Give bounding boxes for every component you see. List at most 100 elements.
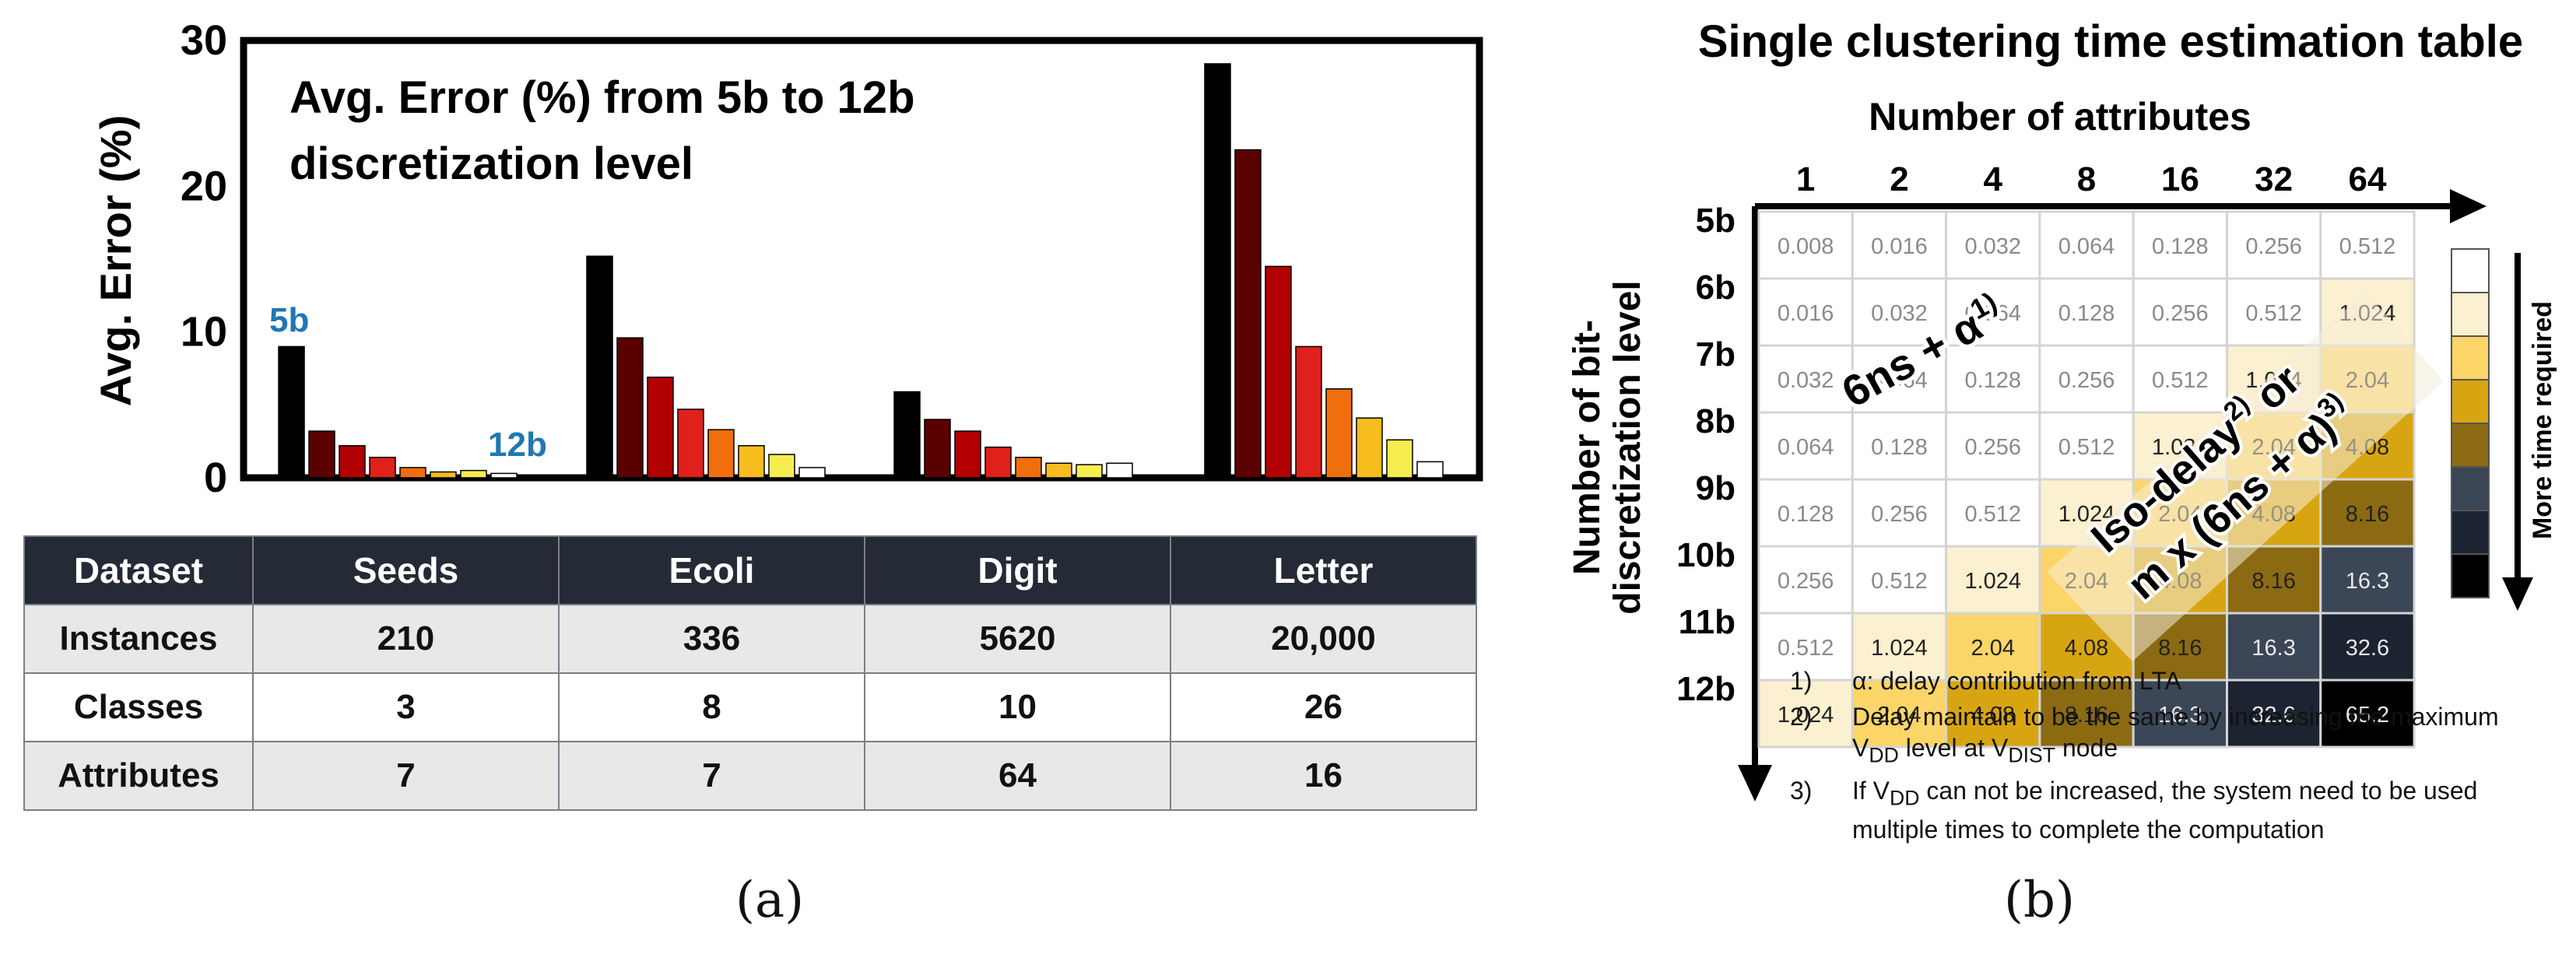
y-tick-label: 11b bbox=[1679, 603, 1735, 641]
heatmap-value: 8.16 bbox=[2158, 636, 2202, 661]
heatmap-value: 65.2 bbox=[2346, 703, 2389, 728]
table-cell: 210 bbox=[252, 604, 560, 674]
heatmap-value: 16.3 bbox=[2251, 636, 2295, 661]
legend-swatch bbox=[2451, 466, 2490, 511]
y-axis-label-line-1: Number of bit- bbox=[1567, 320, 1608, 575]
y-axis-ticks: 0 10 20 30 bbox=[181, 17, 227, 501]
heatmap-value: 0.032 bbox=[1871, 301, 1928, 326]
bar-digit-7b bbox=[954, 430, 981, 479]
heatmap-value: 0.512 bbox=[1778, 636, 1834, 661]
heatmap-value: 0.064 bbox=[2058, 234, 2115, 259]
bar-digit-6b bbox=[924, 419, 951, 479]
heatmap-cell bbox=[2226, 679, 2322, 749]
heatmap-value: 0.512 bbox=[1964, 502, 2021, 527]
heatmap-cell bbox=[1945, 612, 2041, 682]
bar-seeds-12b bbox=[490, 472, 518, 479]
footnote-1: 1) α: delay contribution from LTA bbox=[1790, 665, 2529, 696]
heatmap-cell bbox=[1757, 545, 1854, 615]
annotation-5b: 5b bbox=[269, 301, 309, 339]
y-axis-arrowhead bbox=[1738, 765, 1772, 801]
x-tick-label: 64 bbox=[2348, 160, 2386, 198]
heatmap-cell bbox=[1851, 679, 1948, 749]
table-header-cell: Dataset bbox=[23, 535, 254, 605]
heatmap-value: 0.256 bbox=[1964, 435, 2021, 460]
heatmap-value: 0.512 bbox=[2245, 301, 2302, 326]
heatmap-cell bbox=[1945, 679, 2041, 749]
bars-group bbox=[278, 63, 1444, 479]
x-axis-label: Number of attributes bbox=[1869, 95, 2251, 139]
heatmap-value: 0.128 bbox=[2152, 234, 2209, 259]
heatmap-cell bbox=[2038, 277, 2135, 347]
heatmap-value: 0.032 bbox=[1964, 234, 2021, 259]
bar-ecoli-7b bbox=[647, 376, 674, 479]
heatmap-value: 0.064 bbox=[1964, 301, 2021, 326]
heatmap-value: 0.064 bbox=[1871, 368, 1928, 393]
legend-swatch bbox=[2451, 379, 2490, 424]
heatmap-cell bbox=[1851, 478, 1948, 548]
heatmap-chart: Single clustering time estimation table … bbox=[1567, 16, 2557, 801]
table-cell: 20,000 bbox=[1170, 604, 1477, 674]
heatmap-cell bbox=[2319, 679, 2416, 749]
heatmap-value: 0.256 bbox=[1871, 502, 1928, 527]
table-cell: 7 bbox=[252, 741, 560, 811]
bar-ecoli-6b bbox=[616, 337, 644, 479]
legend-arrowhead bbox=[2502, 577, 2533, 611]
bar-seeds-9b bbox=[399, 467, 426, 479]
footnotes: 1) α: delay contribution from LTA 2) Del… bbox=[1790, 665, 2529, 850]
heatmap-cell bbox=[1851, 344, 1948, 414]
bar-ecoli-11b bbox=[768, 454, 795, 479]
dataset-table: Dataset Seeds Ecoli Digit Letter Instanc… bbox=[23, 535, 1477, 811]
heatmap-cell bbox=[1757, 478, 1854, 548]
heatmap-cell bbox=[1945, 277, 2041, 347]
heatmap-cell bbox=[2319, 545, 2416, 615]
heatmap-cell bbox=[2319, 478, 2416, 548]
bar-letter-9b bbox=[1325, 388, 1353, 479]
heatmap-cell bbox=[2132, 679, 2228, 749]
legend-swatch bbox=[2451, 553, 2490, 598]
heatmap-cell bbox=[1945, 210, 2041, 280]
table-row: Attributes 7 7 64 16 bbox=[23, 741, 1477, 811]
heatmap-value: 16.3 bbox=[2346, 569, 2389, 594]
table-row: Classes 3 8 10 26 bbox=[23, 672, 1477, 742]
heatmap-cell bbox=[1945, 411, 2041, 481]
color-legend bbox=[2451, 248, 2490, 598]
heatmap-value: 0.128 bbox=[1871, 435, 1928, 460]
heatmap-cell bbox=[2038, 210, 2135, 280]
table-cell: 5620 bbox=[864, 604, 1171, 674]
bar-digit-5b bbox=[893, 391, 921, 479]
table-cell: 26 bbox=[1170, 672, 1477, 742]
y-tick-label: 12b bbox=[1676, 670, 1735, 708]
heatmap-value: 0.128 bbox=[1778, 502, 1834, 527]
heatmap-value: 0.016 bbox=[1871, 234, 1928, 259]
bar-letter-12b bbox=[1416, 461, 1444, 479]
table-header-cell: Seeds bbox=[252, 535, 560, 605]
bar-digit-8b bbox=[984, 446, 1012, 479]
footnote-3: 3) If VDD can not be increased, the syst… bbox=[1790, 775, 2529, 844]
bar-ecoli-8b bbox=[677, 409, 704, 479]
y-tick-label: 20 bbox=[181, 163, 227, 209]
heatmap-value: 0.512 bbox=[1871, 569, 1928, 594]
heatmap-cell bbox=[1757, 612, 1854, 682]
bar-seeds-7b bbox=[339, 445, 366, 479]
heatmap-value: 4.08 bbox=[1971, 703, 2015, 728]
y-tick-label: 8b bbox=[1696, 402, 1735, 440]
y-tick-label: 7b bbox=[1696, 335, 1735, 374]
table-header-cell: Digit bbox=[864, 535, 1171, 605]
heatmap-value: 0.256 bbox=[2245, 234, 2302, 259]
heatmap-value: 0.256 bbox=[2058, 368, 2115, 393]
table-cell: 64 bbox=[864, 741, 1171, 811]
x-tick-label: 2 bbox=[1890, 160, 1908, 198]
bar-letter-8b bbox=[1295, 345, 1322, 479]
table-cell: 10 bbox=[864, 672, 1171, 742]
legend-swatch bbox=[2451, 335, 2490, 381]
chart-title-line-1: Avg. Error (%) from 5b to 12b bbox=[290, 72, 915, 123]
y-tick-label: 30 bbox=[181, 17, 227, 64]
y-tick-label: 6b bbox=[1696, 268, 1735, 307]
table-cell: 16 bbox=[1170, 741, 1477, 811]
heatmap-value: 8.16 bbox=[2251, 569, 2295, 594]
bar-chart: 0 10 20 30 Avg. Error (%) Avg. Error (%) fr… bbox=[91, 17, 1483, 501]
table-header-row: Dataset Seeds Ecoli Digit Letter bbox=[23, 535, 1477, 605]
heatmap-value: 8.16 bbox=[2346, 502, 2389, 527]
bar-letter-7b bbox=[1265, 265, 1292, 479]
